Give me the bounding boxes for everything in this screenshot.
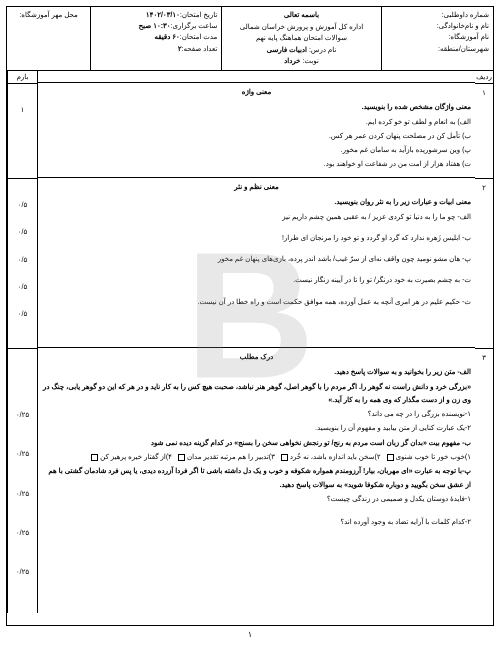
q3-c: پ-با توجه به عبارت «ای مهربان، بیار! آرز… [42, 465, 471, 492]
q2-b: ب- ابلیس زَهره ندارد که گرد او گردد و تو… [42, 232, 471, 245]
checkbox-icon [387, 454, 394, 461]
q1-a: الف) به انعام و لطف تو خو کرده ایم. [42, 116, 471, 129]
q1-intro: معنی واژگان مشخص شده را بنویسید. [42, 101, 471, 114]
school-name-label: نام آموزشگاه: [386, 32, 489, 43]
q1-score: ۱ [7, 84, 37, 179]
term-label: نوبت: [302, 58, 318, 65]
exam-duration: ۶۰ دقیقه [154, 34, 179, 41]
exam-header: شماره داوطلبی: نام و نام‌خانوادگی: نام آ… [7, 7, 493, 71]
q3-a-intro: الف- متن زیر را بخوانید و به سوالات پاسخ… [42, 366, 471, 379]
q3-a1: ۱-نویسنده بزرگی را در چه می داند؟ [42, 408, 471, 421]
q3-num: ۳ [475, 349, 493, 613]
region-label: شهرستان/منطقه: [386, 44, 489, 55]
bismillah: باسمه تعالی [226, 10, 376, 21]
q2-a: الف- چو ما را به دنیا تو کردی عزیز / به … [42, 211, 471, 224]
student-id-label: شماره داوطلبی: [386, 10, 489, 21]
q2-e: ث- حکیم علیم در هر امری آنچه به عمل آورد… [42, 296, 471, 309]
q3-passage: «بزرگی خرد و دانش راست نه گوهر را. اگر م… [42, 381, 471, 408]
checkbox-icon [281, 454, 288, 461]
q3-a2: ۲-یک عبارت کنایی از متن بیابید و مفهوم آ… [42, 422, 471, 435]
q2-title: معنی نظم و نثر [42, 181, 471, 194]
q1-b: ب) تأمل کن در مصلحت پنهان کردن عمر هر کس… [42, 130, 471, 143]
q2-body: معنی نظم و نثر معنی ابیات و عبارات زیر ر… [37, 178, 475, 348]
q3-title: درک مطلب [42, 351, 471, 364]
q1-c: پ) وین سرشوریده بازآید به سامان غم مخور. [42, 144, 471, 157]
col-header-num: ردیف [475, 71, 493, 84]
q2-scores: ۰/۵ ۰/۵ ۰/۵ ۰/۵ ۰/۵ [7, 179, 37, 349]
subject: ادبیات فارسی [267, 47, 307, 54]
checkbox-icon [178, 454, 185, 461]
time-label: ساعت برگزاری: [171, 23, 218, 30]
q2-num: ۲ [475, 179, 493, 349]
q3-c1: ۱-فایدۀ دوستان یکدل و صمیمی در زندگی چیس… [42, 493, 471, 506]
checkbox-icon [91, 454, 98, 461]
exam-time: ۱۰:۳۰ صبح [139, 23, 171, 30]
term: خرداد [284, 58, 300, 65]
q3-body: درک مطلب الف- متن زیر را بخوانید و به سو… [37, 348, 475, 613]
pages-label: تعداد صفحه: [182, 46, 218, 53]
q3-b-intro: ب- مفهوم بیت «بدان گز زبان است مردم به ر… [42, 437, 471, 450]
col-header-score: بارم [7, 71, 37, 84]
q3-opt4[interactable]: ۴)از گفتار خیره پرهیز کن [91, 451, 172, 464]
q2-d: ت- به چشم بصیرت به خود درنگر/ تو را تا د… [42, 274, 471, 287]
q3-opt2[interactable]: ۲)سخن باید اندازه باشد، نه خُرد [281, 451, 381, 464]
q2-c: پ- هان مشو نومید چون واقف نه‌ای از سرّ غ… [42, 253, 471, 266]
q3-scores: ۰/۲۵ ۰/۲۵ ۰/۲۵ ۰/۲۵ ۰/۲۵ [7, 349, 37, 613]
q1-body: معنی واژه معنی واژگان مشخص شده را بنویسی… [37, 83, 475, 178]
seal-area: محل مهر آموزشگاه: [7, 7, 90, 70]
date-label: تاریخ امتحان: [180, 12, 217, 19]
q1-title: معنی واژه [42, 86, 471, 99]
q1-d: ت) هفتاد هزار از امت من در شفاعت او خواه… [42, 158, 471, 171]
exam-title: سوالات امتحان هماهنگ پایه نهم [226, 33, 376, 44]
student-name-label: نام و نام‌خانوادگی: [386, 21, 489, 32]
dur-label: مدت امتحان: [180, 34, 218, 41]
q2-intro: معنی ابیات و عبارات زیر را به نثر روان ب… [42, 196, 471, 209]
subject-label: نام درس: [309, 47, 336, 54]
page-number: ۱ [7, 630, 493, 639]
q3-opt1[interactable]: ۱)خوب خور تا خوب شنوی [387, 451, 471, 464]
q1-num: ۱ [475, 84, 493, 179]
q3-opt3[interactable]: ۳)تدبیر را هم مرتبه تقدیر مدان [178, 451, 275, 464]
exam-date: ۱۴۰۲/۰۳/۱۰ [146, 12, 180, 19]
org-name: اداره کل آموزش و پرورش خراسان شمالی [226, 22, 376, 33]
q3-c2: ۲-کدام کلمات با آرایه تضاد به وجود آورده… [42, 516, 471, 529]
